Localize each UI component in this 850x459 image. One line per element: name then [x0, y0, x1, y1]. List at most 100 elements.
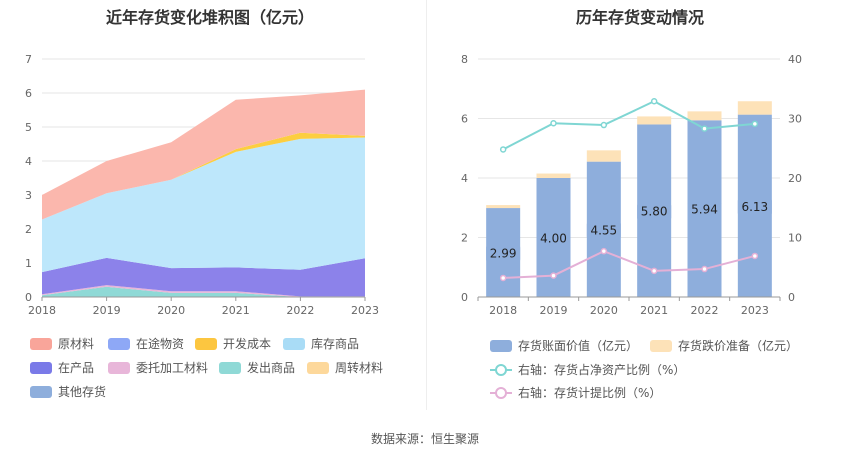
left-chart-title: 近年存货变化堆积图（亿元）	[105, 8, 314, 27]
line-point	[600, 247, 608, 255]
legend-item[interactable]: 周转材料	[307, 359, 383, 376]
legend-item[interactable]: 委托加工材料	[108, 359, 208, 376]
left-y-tick-label: 1	[25, 257, 32, 270]
line-point	[650, 267, 658, 275]
legend-swatch	[108, 337, 130, 350]
bar-label-bg	[687, 201, 722, 218]
left-x-tick-label: 2019	[93, 304, 121, 317]
legend-label: 库存商品	[311, 337, 360, 351]
legend-swatch	[195, 337, 217, 350]
divider	[426, 0, 427, 410]
right-y2-tick-label: 40	[788, 53, 802, 66]
legend-item[interactable]: 存货跌价准备（亿元）	[650, 337, 798, 354]
left-y-tick-label: 2	[25, 223, 32, 236]
line-point	[650, 97, 658, 105]
legend-swatch	[283, 337, 305, 350]
right-y-tick-label: 2	[461, 232, 468, 245]
legend-label: 周转材料	[335, 361, 384, 375]
legend-swatch	[30, 385, 52, 398]
line-point	[701, 265, 708, 273]
bar-label-bg	[586, 222, 621, 239]
bar-label-bg	[486, 245, 521, 262]
legend-item[interactable]: 其他存货	[30, 383, 106, 400]
left-y-tick-label: 0	[25, 291, 32, 304]
bar-label-bg	[637, 203, 672, 220]
area-库存商品	[42, 137, 365, 273]
left-x-tick-label: 2021	[222, 304, 250, 317]
legend-swatch	[219, 361, 241, 374]
line-point	[499, 274, 507, 282]
line-point	[550, 272, 557, 279]
left-y-tick-label: 6	[25, 87, 32, 100]
legend-swatch	[490, 339, 512, 352]
bar-value-label: 2.99	[490, 247, 517, 261]
legend-label: 原材料	[58, 337, 95, 351]
legend-label: 在途物资	[136, 337, 185, 351]
bar-value-label: 5.94	[691, 203, 718, 217]
legend-label: 存货账面价值（亿元）	[518, 339, 639, 353]
line-point	[701, 125, 708, 132]
area-原材料	[42, 89, 365, 220]
right-y2-tick-label: 10	[788, 232, 802, 245]
bar-value-label: 6.13	[741, 200, 768, 214]
right-x-tick-label: 2023	[741, 304, 769, 317]
legend-swatch	[650, 339, 672, 352]
bar-label-bg	[536, 230, 571, 247]
right-chart-title: 历年存货变动情况	[575, 8, 704, 27]
line-point	[751, 252, 759, 260]
legend-item[interactable]: 库存商品	[283, 335, 359, 352]
line-ratio-net-assets	[502, 100, 755, 151]
area-发出商品	[42, 286, 365, 297]
legend-swatch	[30, 361, 52, 374]
legend-item[interactable]: 右轴：存货占净资产比例（%）	[490, 361, 685, 378]
left-x-tick-label: 2018	[28, 304, 56, 317]
bar-impairment	[486, 205, 521, 209]
legend-label: 开发成本	[223, 337, 272, 351]
line-provision-ratio	[503, 250, 756, 279]
legend-item[interactable]: 原材料	[30, 335, 94, 352]
legend-line-icon	[490, 363, 512, 376]
legend-item[interactable]: 存货账面价值（亿元）	[490, 337, 638, 354]
legend-item[interactable]: 右轴：存货计提比例（%）	[490, 384, 661, 401]
legend-item[interactable]: 在途物资	[108, 335, 184, 352]
legend-swatch	[307, 361, 329, 374]
bar-value-label: 4.00	[540, 232, 567, 246]
line-point	[751, 120, 759, 128]
right-y-tick-label: 6	[461, 113, 468, 126]
line-point	[600, 121, 608, 129]
area-委托加工材料	[42, 285, 365, 297]
line-point	[550, 120, 557, 127]
legend-line-icon	[490, 386, 512, 399]
bar-value-label: 5.80	[641, 205, 668, 219]
bar-impairment	[637, 116, 672, 125]
right-y-tick-label: 8	[461, 53, 468, 66]
left-y-tick-label: 3	[25, 189, 32, 202]
right-y-tick-label: 0	[461, 291, 468, 304]
bar-value-label: 4.55	[590, 223, 617, 237]
line-point	[499, 146, 507, 153]
legend-label: 右轴：存货占净资产比例（%）	[518, 363, 686, 377]
legend-item[interactable]: 开发成本	[195, 335, 271, 352]
right-y-tick-label: 4	[461, 172, 468, 185]
right-x-tick-label: 2019	[540, 304, 568, 317]
bar-label-bg	[737, 198, 772, 215]
right-y2-tick-label: 30	[788, 113, 802, 126]
legend-item[interactable]: 在产品	[30, 359, 94, 376]
area-在产品	[42, 257, 365, 297]
left-y-tick-label: 5	[25, 121, 32, 134]
legend-label: 其他存货	[58, 385, 107, 399]
right-y2-tick-label: 0	[788, 291, 795, 304]
left-x-tick-label: 2020	[157, 304, 185, 317]
legend-item[interactable]: 发出商品	[219, 359, 295, 376]
left-x-tick-label: 2022	[286, 304, 314, 317]
left-x-tick-label: 2023	[351, 304, 379, 317]
legend-label: 存货跌价准备（亿元）	[678, 339, 799, 353]
bar-impairment	[586, 150, 621, 162]
legend-label: 在产品	[58, 361, 95, 375]
legend-label: 右轴：存货计提比例（%）	[518, 386, 662, 400]
bar-impairment	[687, 111, 722, 121]
data-source: 数据来源：恒生聚源	[370, 432, 479, 446]
legend-swatch	[108, 361, 130, 374]
right-y2-tick-label: 20	[788, 172, 802, 185]
